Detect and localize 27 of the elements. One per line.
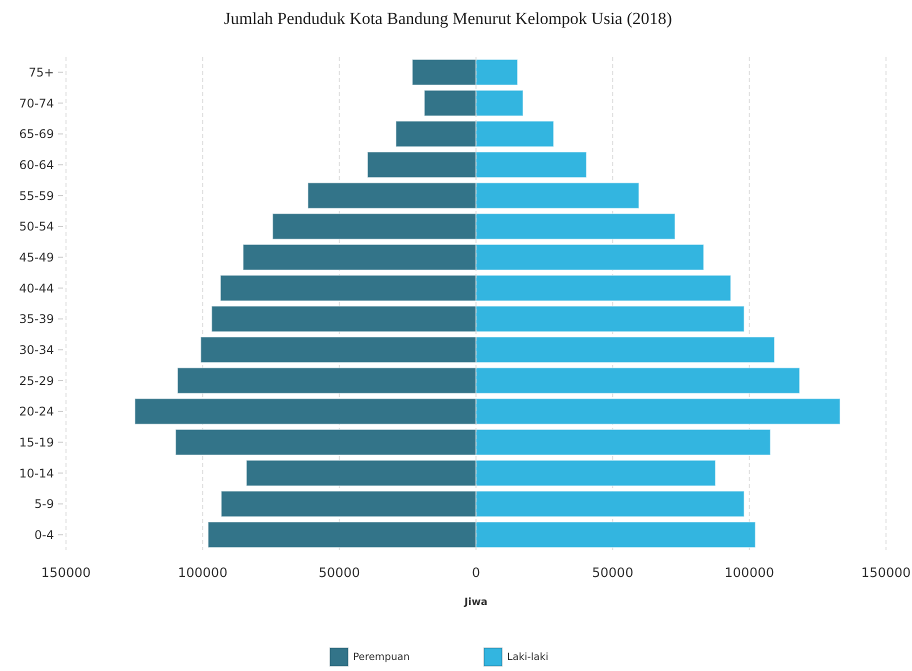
x-tick-label: 100000 — [724, 566, 774, 581]
y-tick-label: 15-19 — [19, 435, 54, 450]
chart-title: Jumlah Penduduk Kota Bandung Menurut Kelompok Usia (2018) — [224, 9, 672, 28]
y-tick-label: 65-69 — [19, 127, 54, 142]
x-tick-label: 0 — [472, 566, 480, 581]
y-tick-label: 0-4 — [34, 528, 54, 542]
y-tick-label: 60-64 — [19, 158, 54, 172]
x-tick-label: 50000 — [318, 566, 360, 581]
y-tick-label: 45-49 — [19, 250, 54, 264]
y-tick-label: 30-34 — [19, 342, 54, 357]
x-tick-label: 150000 — [41, 566, 91, 581]
y-tick-label: 40-44 — [19, 281, 54, 296]
legend-label: Perempuan — [353, 652, 410, 663]
y-tick-label: 10-14 — [19, 466, 54, 480]
y-tick-label: 50-54 — [19, 220, 54, 234]
x-axis-title: Jiwa — [463, 597, 488, 608]
y-tick-label: 55-59 — [19, 188, 54, 203]
x-tick-label: 50000 — [592, 566, 634, 581]
x-tick-label: 150000 — [861, 566, 911, 581]
legend-label: Laki-laki — [507, 652, 548, 663]
y-tick-label: 20-24 — [19, 404, 54, 419]
y-tick-label: 70-74 — [19, 96, 54, 110]
y-tick-label: 25-29 — [19, 374, 54, 388]
x-tick-label: 100000 — [178, 566, 228, 581]
y-tick-label: 75+ — [28, 65, 54, 80]
y-tick-label: 35-39 — [19, 312, 54, 326]
y-tick-label: 5-9 — [34, 497, 54, 512]
